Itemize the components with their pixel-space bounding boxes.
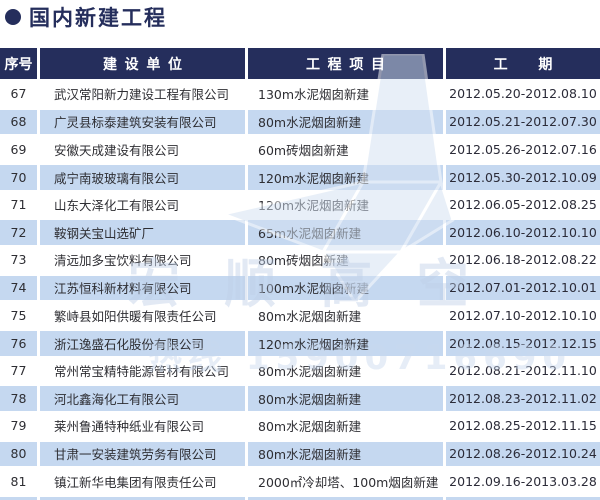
column-header-period: 工期 bbox=[446, 48, 600, 79]
column-header-project: 工程项目 bbox=[248, 48, 443, 79]
cell-project: 120m水泥烟囱新建 bbox=[258, 197, 370, 213]
partial-cell bbox=[40, 495, 245, 500]
cell-period: 2012.06.18-2012.08.22 bbox=[449, 252, 597, 268]
partial-cell bbox=[0, 495, 37, 500]
cell-period: 2012.08.26-2012.10.24 bbox=[446, 439, 600, 468]
cell-period: 2012.05.21-2012.07.30 bbox=[446, 107, 600, 136]
cell-period: 2012.08.23-2012.11.02 bbox=[446, 384, 600, 412]
cell-period: 2012.07.01-2012.10.01 bbox=[446, 273, 600, 302]
table-row: 73 清远加多宝饮料有限公司 80m砖烟囱新建 2012.06.18-2012.08.… bbox=[0, 246, 600, 274]
cell-company: 清远加多宝饮料有限公司 bbox=[54, 253, 192, 269]
cell-no: 74 bbox=[0, 273, 37, 302]
cell-company: 咸宁南玻玻璃有限公司 bbox=[40, 162, 245, 191]
table-row: 75 繁峙县如阳供暖有限责任公司 80m水泥烟囱新建 2012.07.10-2012.… bbox=[0, 301, 600, 329]
cell-period: 2012.08.21-2012.11.10 bbox=[449, 362, 597, 378]
cell-company: 江苏恒科新材料有限公司 bbox=[40, 273, 245, 302]
cell-project: 120m水泥烟囱新建 bbox=[248, 162, 443, 191]
table-row: 68 广灵县标泰建筑安装有限公司 80m水泥烟囱新建 2012.05.21-2012.… bbox=[0, 107, 600, 136]
table-row: 77 常州常宝精特能源管材有限公司 80m水泥烟囱新建 2012.08.21-2012… bbox=[0, 357, 600, 385]
table-row: 78 河北鑫海化工有限公司 80m水泥烟囱新建 2012.08.23-2012.11.… bbox=[0, 384, 600, 412]
cell-company: 广灵县标泰建筑安装有限公司 bbox=[40, 107, 245, 136]
page-title-bar: 国内新建工程 bbox=[5, 4, 167, 30]
cell-project: 80m砖烟囱新建 bbox=[258, 253, 349, 269]
cell-period: 2012.08.25-2012.11.15 bbox=[449, 418, 597, 434]
table-row: 80 甘肃一安装建筑劳务有限公司 80m水泥烟囱新建 2012.08.26-2012.… bbox=[0, 439, 600, 468]
cell-project: 120m水泥烟囱新建 bbox=[248, 328, 443, 357]
table-row: 81 镇江新华电集团有限责任公司 2000㎡冷却塔、100m烟囱新建 2012.09.… bbox=[0, 467, 600, 495]
cell-project: 2000㎡冷却塔、100m烟囱新建 bbox=[258, 474, 439, 490]
cell-company: 安徽天成建设有限公司 bbox=[54, 142, 180, 158]
cell-company: 常州常宝精特能源管材有限公司 bbox=[54, 363, 230, 379]
cell-company: 莱州鲁通特种纸业有限公司 bbox=[54, 419, 205, 435]
page-title: 国内新建工程 bbox=[29, 6, 167, 30]
table-row: 70 咸宁南玻玻璃有限公司 120m水泥烟囱新建 2012.05.30-2012.10… bbox=[0, 162, 600, 191]
cell-company: 武汉常阳新力建设工程有限公司 bbox=[54, 87, 230, 103]
cell-project: 80m水泥烟囱新建 bbox=[258, 363, 362, 379]
cell-no: 71 bbox=[10, 196, 27, 212]
cell-no: 79 bbox=[10, 418, 27, 434]
cell-company: 山东大泽化工有限公司 bbox=[54, 197, 180, 213]
cell-company: 镇江新华电集团有限责任公司 bbox=[54, 474, 217, 490]
cell-no: 81 bbox=[10, 473, 27, 489]
cell-no: 77 bbox=[10, 362, 27, 378]
cell-project: 80m水泥烟囱新建 bbox=[248, 384, 443, 412]
cell-no: 80 bbox=[0, 439, 37, 468]
cell-project: 100m水泥烟囱新建 bbox=[248, 273, 443, 302]
cell-project: 130m水泥烟囱新建 bbox=[258, 87, 370, 103]
cell-project: 80m水泥烟囱新建 bbox=[258, 419, 362, 435]
cell-no: 67 bbox=[10, 86, 27, 102]
cell-company: 浙江逸盛石化股份有限公司 bbox=[40, 328, 245, 357]
partial-cell bbox=[248, 495, 443, 500]
cell-project: 65m水泥烟囱新建 bbox=[248, 218, 443, 246]
cell-period: 2012.08.15-2012.12.15 bbox=[446, 328, 600, 357]
cell-no: 76 bbox=[0, 328, 37, 357]
column-header-no: 序号 bbox=[0, 48, 37, 79]
cell-no: 75 bbox=[10, 307, 27, 323]
column-header-company: 建设单位 bbox=[40, 48, 245, 79]
cell-period: 2012.06.05-2012.08.25 bbox=[449, 196, 597, 212]
cell-no: 69 bbox=[10, 141, 27, 157]
cell-no: 68 bbox=[0, 107, 37, 136]
cell-company: 河北鑫海化工有限公司 bbox=[40, 384, 245, 412]
cell-period: 2012.07.10-2012.10.10 bbox=[449, 307, 597, 323]
cell-company: 甘肃一安装建筑劳务有限公司 bbox=[40, 439, 245, 468]
table-row: 79 莱州鲁通特种纸业有限公司 80m水泥烟囱新建 2012.08.25-2012.1… bbox=[0, 412, 600, 440]
cell-no: 78 bbox=[0, 384, 37, 412]
table-row: 76 浙江逸盛石化股份有限公司 120m水泥烟囱新建 2012.08.15-2012.… bbox=[0, 328, 600, 357]
cell-project: 60m砖烟囱新建 bbox=[258, 142, 349, 158]
table-row: 67 武汉常阳新力建设工程有限公司 130m水泥烟囱新建 2012.05.20-201… bbox=[0, 80, 600, 108]
cell-company: 鞍钢关宝山选矿厂 bbox=[40, 218, 245, 246]
table-row: 71 山东大泽化工有限公司 120m水泥烟囱新建 2012.06.05-2012.08… bbox=[0, 191, 600, 219]
partial-cell bbox=[446, 495, 600, 500]
cell-period: 2012.06.10-2012.10.10 bbox=[446, 218, 600, 246]
cell-project: 80m水泥烟囱新建 bbox=[258, 308, 362, 324]
table-header: 序号 建设单位 工程项目 工期 bbox=[0, 48, 600, 79]
cell-no: 70 bbox=[0, 162, 37, 191]
cell-period: 2012.05.26-2012.07.16 bbox=[449, 141, 597, 157]
table-body: 67 武汉常阳新力建设工程有限公司 130m水泥烟囱新建 2012.05.20-201… bbox=[0, 80, 600, 495]
cell-period: 2012.05.20-2012.08.10 bbox=[449, 86, 597, 102]
bullet-icon bbox=[5, 9, 21, 25]
table-row: 69 安徽天成建设有限公司 60m砖烟囱新建 2012.05.26-2012.07.1… bbox=[0, 135, 600, 163]
cell-company: 繁峙县如阳供暖有限责任公司 bbox=[54, 308, 217, 324]
cell-project: 80m水泥烟囱新建 bbox=[248, 439, 443, 468]
partial-row bbox=[0, 495, 600, 500]
cell-no: 72 bbox=[0, 218, 37, 246]
cell-project: 80m水泥烟囱新建 bbox=[248, 107, 443, 136]
table-row: 72 鞍钢关宝山选矿厂 65m水泥烟囱新建 2012.06.10-2012.10.10 bbox=[0, 218, 600, 246]
cell-period: 2012.09.16-2013.03.28 bbox=[449, 473, 597, 489]
cell-period: 2012.05.30-2012.10.09 bbox=[446, 162, 600, 191]
table-row: 74 江苏恒科新材料有限公司 100m水泥烟囱新建 2012.07.01-2012.1… bbox=[0, 273, 600, 302]
cell-no: 73 bbox=[10, 252, 27, 268]
